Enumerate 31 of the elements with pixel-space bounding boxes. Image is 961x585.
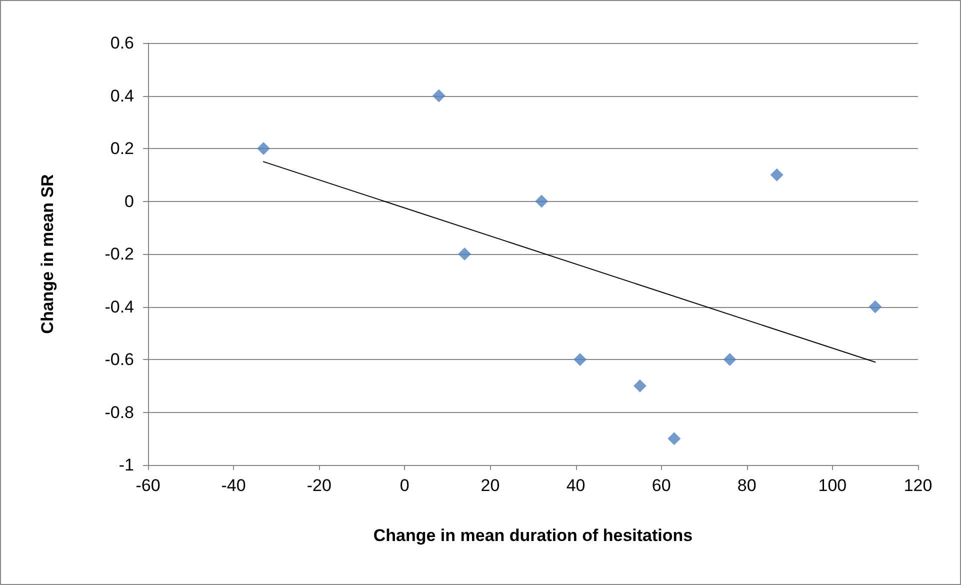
y-tick-label: -1 <box>118 456 134 474</box>
y-tick-label: -0.4 <box>104 297 134 316</box>
y-tick-label: 0.2 <box>110 139 134 158</box>
y-tick-label: 0.6 <box>110 34 134 52</box>
point <box>535 194 548 208</box>
x-tick-label: 100 <box>818 476 847 495</box>
point <box>868 300 882 314</box>
point <box>770 168 784 182</box>
x-tick-label: -20 <box>306 476 332 495</box>
point <box>574 353 587 366</box>
x-tick-label: -40 <box>221 476 246 495</box>
x-tick-label: 120 <box>904 476 932 495</box>
x-tick-label: 20 <box>480 476 500 495</box>
point <box>723 353 736 366</box>
x-tick-label: 40 <box>566 476 586 495</box>
point <box>432 89 446 102</box>
x-axis-title: Change in mean duration of hesitations <box>373 526 693 545</box>
point <box>458 248 472 260</box>
y-axis-title: Change in mean SR <box>38 174 57 334</box>
y-tick-label: 0 <box>124 192 134 211</box>
y-tick-label: -0.8 <box>104 402 134 422</box>
point <box>633 379 646 392</box>
y-tick-label: -0.6 <box>104 350 134 369</box>
y-tick-label: -0.2 <box>104 244 134 264</box>
x-tick-label: -60 <box>136 476 160 495</box>
y-tick-label: 0.4 <box>110 86 134 106</box>
x-tick-label: 60 <box>652 476 671 495</box>
x-tick-label: 80 <box>737 476 756 495</box>
point <box>257 142 270 155</box>
point <box>668 432 681 446</box>
x-tick-label: 0 <box>400 476 410 495</box>
